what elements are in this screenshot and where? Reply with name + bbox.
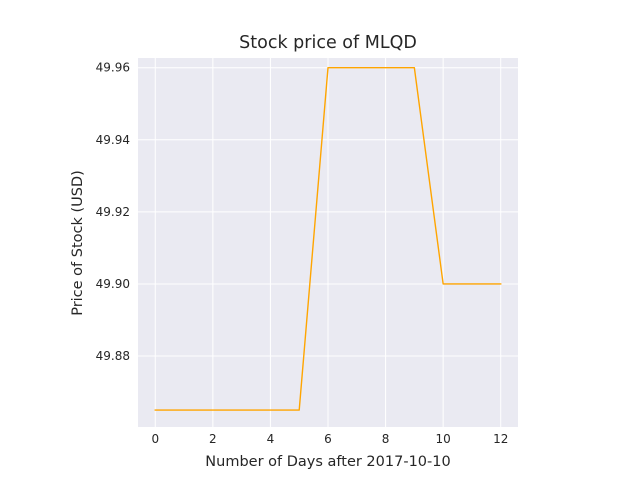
x-tick-labels: 0 2 4 6 8 10 12 xyxy=(151,432,508,446)
x-tick-label: 12 xyxy=(493,432,508,446)
y-tick-labels: 49.88 49.90 49.92 49.94 49.96 xyxy=(96,61,130,363)
series-line xyxy=(154,67,502,411)
x-axis-title: Number of Days after 2017-10-10 xyxy=(205,454,450,470)
x-tick-label: 4 xyxy=(267,432,275,446)
y-tick-label: 49.88 xyxy=(96,349,130,363)
y-tick-label: 49.96 xyxy=(96,61,130,75)
x-tick-label: 6 xyxy=(324,432,332,446)
x-tick-label: 8 xyxy=(382,432,390,446)
chart-title: Stock price of MLQD xyxy=(239,33,417,53)
y-tick-label: 49.90 xyxy=(96,277,130,291)
x-tick-label: 2 xyxy=(209,432,217,446)
y-axis-title: Price of Stock (USD) xyxy=(70,170,86,316)
x-tick-label: 0 xyxy=(151,432,159,446)
y-tick-label: 49.94 xyxy=(96,133,130,147)
x-tick-label: 10 xyxy=(436,432,451,446)
y-tick-label: 49.92 xyxy=(96,205,130,219)
series-layer xyxy=(154,67,502,411)
x-gridlines xyxy=(154,58,502,427)
